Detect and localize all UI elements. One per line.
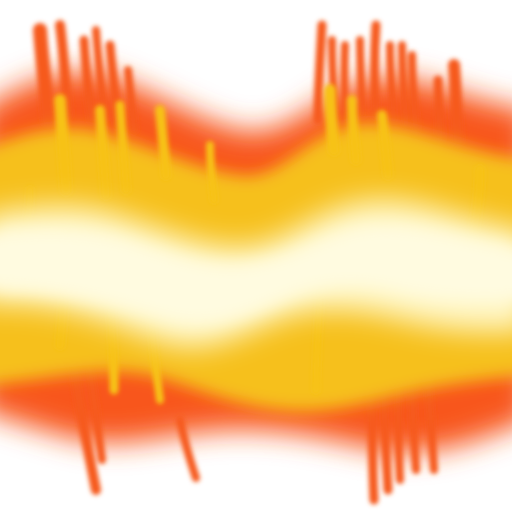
core-highlight — [0, 224, 512, 325]
bottom-flame-tongues — [69, 355, 438, 505]
